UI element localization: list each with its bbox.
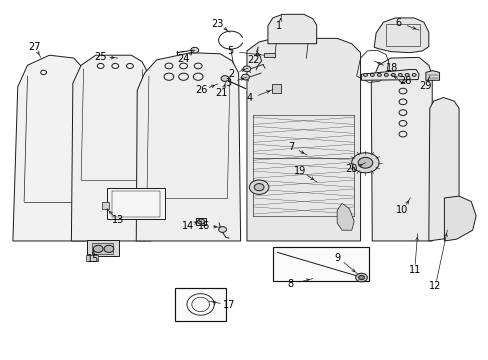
Circle shape [218,226,226,232]
Circle shape [221,76,228,81]
Text: 24: 24 [177,54,189,64]
Text: 2: 2 [227,69,234,79]
Bar [87,240,119,256]
Circle shape [104,245,114,252]
Circle shape [197,219,204,224]
Polygon shape [13,55,86,241]
Polygon shape [361,69,418,80]
Circle shape [398,131,406,137]
Circle shape [390,73,394,76]
Circle shape [41,70,46,75]
Circle shape [178,73,188,80]
Circle shape [357,157,372,168]
Text: 22: 22 [246,55,259,65]
Circle shape [363,73,366,76]
Circle shape [398,88,406,94]
Text: 3: 3 [225,78,231,88]
Polygon shape [336,203,353,230]
Polygon shape [136,53,240,241]
Text: 25: 25 [94,51,106,62]
Circle shape [398,121,406,126]
Text: 12: 12 [428,281,440,291]
Text: 8: 8 [287,279,293,289]
Circle shape [126,63,133,68]
Circle shape [377,73,381,76]
Polygon shape [425,71,439,80]
Circle shape [398,77,406,82]
Text: 28: 28 [399,76,411,86]
Text: 20: 20 [345,164,357,174]
Polygon shape [267,14,316,44]
Text: 14: 14 [182,221,194,231]
Text: 15: 15 [87,253,100,264]
Circle shape [411,73,415,76]
Circle shape [112,63,119,68]
Text: 29: 29 [418,81,430,91]
Text: 1: 1 [276,21,282,31]
Text: 9: 9 [334,253,340,263]
Text: 6: 6 [395,18,401,28]
Circle shape [190,47,198,53]
Bar [264,53,274,57]
Text: 10: 10 [395,204,407,215]
Bar [86,255,98,261]
Polygon shape [370,57,431,241]
Bar [102,202,109,209]
Text: 11: 11 [407,265,420,275]
Polygon shape [373,18,428,53]
Circle shape [243,66,250,72]
Polygon shape [246,39,360,241]
Bar [107,188,164,220]
Bar [272,247,368,281]
Text: 17: 17 [223,300,235,310]
Text: 5: 5 [226,46,233,57]
Text: 18: 18 [385,63,397,73]
Circle shape [93,245,103,252]
Circle shape [351,153,378,173]
Circle shape [97,63,104,68]
Text: 13: 13 [112,215,124,225]
Circle shape [164,63,172,69]
Polygon shape [444,196,475,241]
Circle shape [398,99,406,105]
Text: 16: 16 [198,221,210,231]
Circle shape [398,110,406,116]
Circle shape [249,180,268,194]
Bar [271,84,280,93]
Text: 7: 7 [287,142,294,152]
Text: 19: 19 [293,166,305,176]
Bar [195,219,206,225]
Circle shape [384,73,387,76]
Text: 21: 21 [215,88,227,98]
Circle shape [370,73,374,76]
Polygon shape [71,55,151,241]
Circle shape [241,74,249,80]
Circle shape [179,63,187,69]
Bar [385,24,419,45]
Text: 23: 23 [210,19,223,29]
Text: 26: 26 [194,85,207,95]
Circle shape [358,275,364,280]
Circle shape [355,273,366,282]
Circle shape [405,73,408,76]
Text: 27: 27 [28,42,41,51]
Bar [175,288,226,320]
Circle shape [254,184,264,191]
Polygon shape [428,98,458,241]
Circle shape [194,63,202,69]
Circle shape [193,73,203,80]
Bar [92,243,113,253]
Circle shape [398,73,402,76]
Bar [112,191,159,217]
Text: 4: 4 [246,93,252,103]
Circle shape [163,73,173,80]
